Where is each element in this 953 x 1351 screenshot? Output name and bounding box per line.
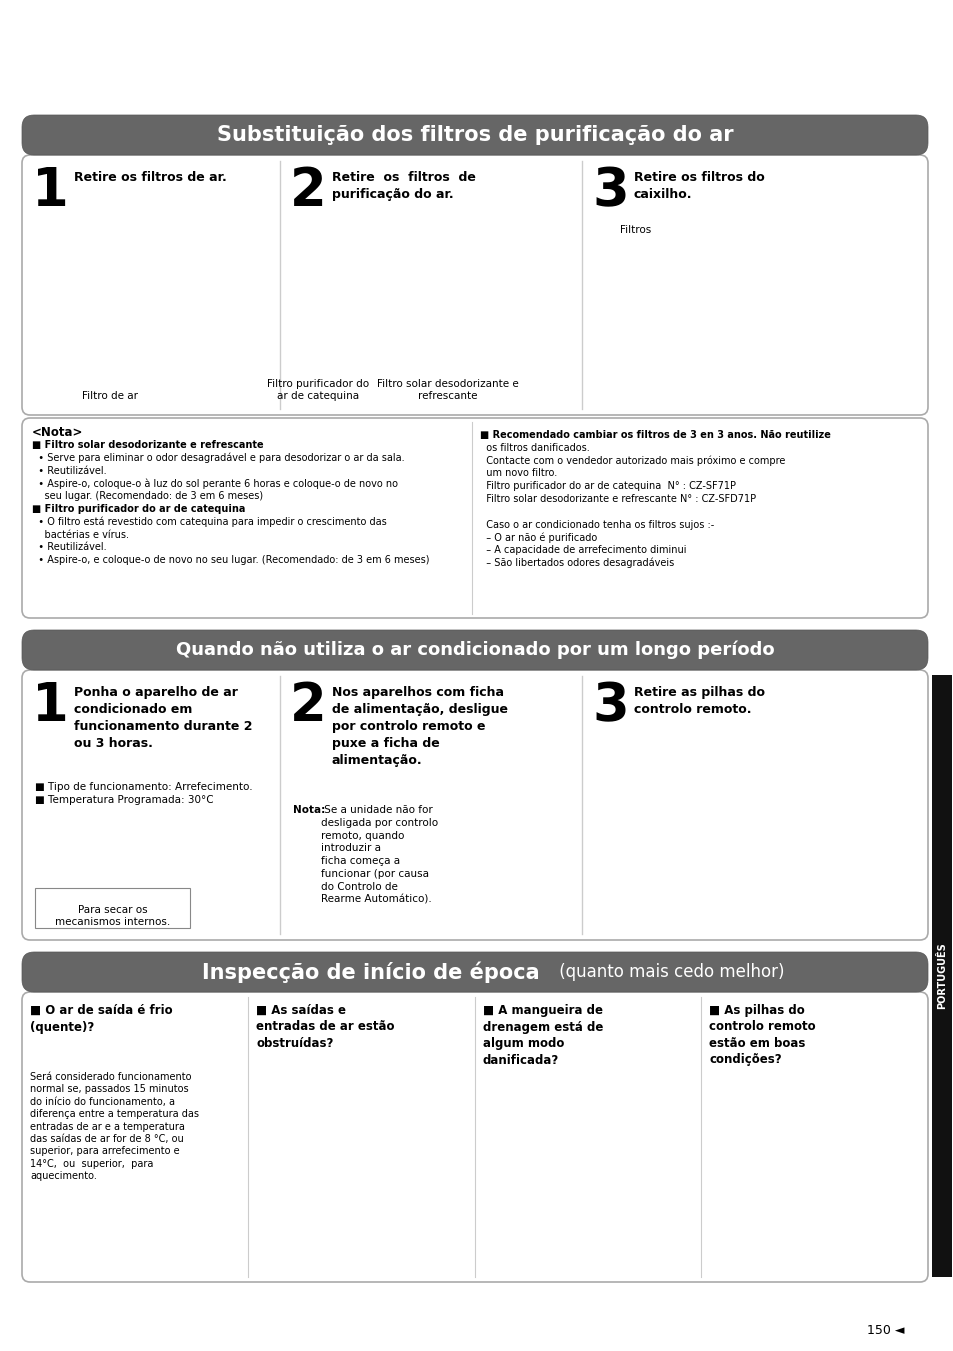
Text: Retire  os  filtros  de
purificação do ar.: Retire os filtros de purificação do ar. — [332, 172, 476, 201]
Text: 1: 1 — [32, 165, 69, 218]
Text: ■ As pilhas do
controlo remoto
estão em boas
condições?: ■ As pilhas do controlo remoto estão em … — [709, 1004, 815, 1066]
Text: 2: 2 — [290, 680, 327, 732]
Text: ■ A mangueira de
drenagem está de
algum modo
danificada?: ■ A mangueira de drenagem está de algum … — [482, 1004, 602, 1066]
Text: 3: 3 — [592, 165, 628, 218]
Text: Inspecção de início de época: Inspecção de início de época — [202, 962, 539, 982]
Text: – São libertados odores desagradáveis: – São libertados odores desagradáveis — [479, 558, 674, 569]
Text: • Serve para eliminar o odor desagradável e para desodorizar o ar da sala.: • Serve para eliminar o odor desagradáve… — [32, 453, 404, 463]
FancyBboxPatch shape — [22, 155, 927, 415]
Text: Quando não utiliza o ar condicionado por um longo período: Quando não utiliza o ar condicionado por… — [175, 640, 774, 659]
Text: ■ Recomendado cambiar os filtros de 3 en 3 anos. Não reutilize: ■ Recomendado cambiar os filtros de 3 en… — [479, 430, 830, 440]
Text: Será considerado funcionamento
normal se, passados 15 minutos
do início do funci: Será considerado funcionamento normal se… — [30, 1071, 199, 1181]
Text: 3: 3 — [592, 680, 628, 732]
Text: Retire os filtros do
caixilho.: Retire os filtros do caixilho. — [634, 172, 764, 201]
Text: ■ Filtro purificador do ar de catequina: ■ Filtro purificador do ar de catequina — [32, 504, 245, 513]
Text: Para secar os
mecanismos internos.: Para secar os mecanismos internos. — [55, 905, 171, 927]
Text: Filtro purificador do ar de catequina  N° : CZ-SF71P: Filtro purificador do ar de catequina N°… — [479, 481, 735, 492]
Text: • Aspire-o, coloque-o à luz do sol perante 6 horas e coloque-o de novo no: • Aspire-o, coloque-o à luz do sol peran… — [32, 478, 397, 489]
Text: 2: 2 — [290, 165, 327, 218]
Text: Se a unidade não for
desligada por controlo
remoto, quando
introduzir a
ficha co: Se a unidade não for desligada por contr… — [320, 805, 437, 905]
Text: os filtros danificados.: os filtros danificados. — [479, 443, 589, 453]
Text: – A capacidade de arrefecimento diminui: – A capacidade de arrefecimento diminui — [479, 546, 686, 555]
Text: Filtro purificador do
ar de catequina: Filtro purificador do ar de catequina — [267, 378, 369, 401]
Text: ■ O ar de saída é frio
(quente)?: ■ O ar de saída é frio (quente)? — [30, 1004, 172, 1034]
Text: • O filtro está revestido com catequina para impedir o crescimento das: • O filtro está revestido com catequina … — [32, 517, 386, 527]
Text: • Reutilizável.: • Reutilizável. — [32, 466, 107, 476]
Bar — [35, 888, 190, 928]
Text: Filtros: Filtros — [619, 226, 651, 235]
FancyBboxPatch shape — [22, 630, 927, 670]
Text: Contacte com o vendedor autorizado mais próximo e compre: Contacte com o vendedor autorizado mais … — [479, 455, 784, 466]
Text: ■ Filtro solar desodorizante e refrescante: ■ Filtro solar desodorizante e refrescan… — [32, 440, 263, 450]
Text: seu lugar. (Recomendado: de 3 em 6 meses): seu lugar. (Recomendado: de 3 em 6 meses… — [32, 492, 263, 501]
Text: Filtro solar desodorizante e refrescante N° : CZ-SFD71P: Filtro solar desodorizante e refrescante… — [479, 494, 756, 504]
Bar — [931, 676, 951, 1277]
Text: 150 ◄: 150 ◄ — [866, 1324, 904, 1337]
Text: Retire as pilhas do
controlo remoto.: Retire as pilhas do controlo remoto. — [634, 686, 764, 716]
Text: 1: 1 — [32, 680, 69, 732]
Text: ■ As saídas e
entradas de ar estão
obstruídas?: ■ As saídas e entradas de ar estão obstr… — [256, 1004, 395, 1050]
Text: <Nota>: <Nota> — [32, 426, 83, 439]
Text: • Reutilizável.: • Reutilizável. — [32, 542, 107, 553]
Text: • Aspire-o, e coloque-o de novo no seu lugar. (Recomendado: de 3 em 6 meses): • Aspire-o, e coloque-o de novo no seu l… — [32, 555, 429, 565]
Text: ■ Tipo de funcionamento: Arrefecimento.
■ Temperatura Programada: 30°C: ■ Tipo de funcionamento: Arrefecimento. … — [35, 782, 253, 805]
Text: Ponha o aparelho de ar
condicionado em
funcionamento durante 2
ou 3 horas.: Ponha o aparelho de ar condicionado em f… — [74, 686, 253, 750]
FancyBboxPatch shape — [22, 417, 927, 617]
Text: Nos aparelhos com ficha
de alimentação, desligue
por controlo remoto e
puxe a fi: Nos aparelhos com ficha de alimentação, … — [332, 686, 507, 767]
Text: Substituição dos filtros de purificação do ar: Substituição dos filtros de purificação … — [216, 126, 733, 145]
Text: – O ar não é purificado: – O ar não é purificado — [479, 532, 597, 543]
Text: Filtro de ar: Filtro de ar — [82, 390, 138, 401]
Text: Retire os filtros de ar.: Retire os filtros de ar. — [74, 172, 227, 184]
FancyBboxPatch shape — [22, 670, 927, 940]
Text: bactérias e vírus.: bactérias e vírus. — [32, 530, 129, 539]
FancyBboxPatch shape — [22, 115, 927, 155]
Text: (quanto mais cedo melhor): (quanto mais cedo melhor) — [554, 963, 783, 981]
Text: PORTUGUÊS: PORTUGUÊS — [936, 943, 946, 1009]
FancyBboxPatch shape — [22, 992, 927, 1282]
Text: Caso o ar condicionado tenha os filtros sujos :-: Caso o ar condicionado tenha os filtros … — [479, 520, 714, 530]
Text: Nota:: Nota: — [293, 805, 325, 815]
Text: um novo filtro.: um novo filtro. — [479, 469, 557, 478]
FancyBboxPatch shape — [22, 952, 927, 992]
Text: Filtro solar desodorizante e
refrescante: Filtro solar desodorizante e refrescante — [376, 378, 518, 401]
